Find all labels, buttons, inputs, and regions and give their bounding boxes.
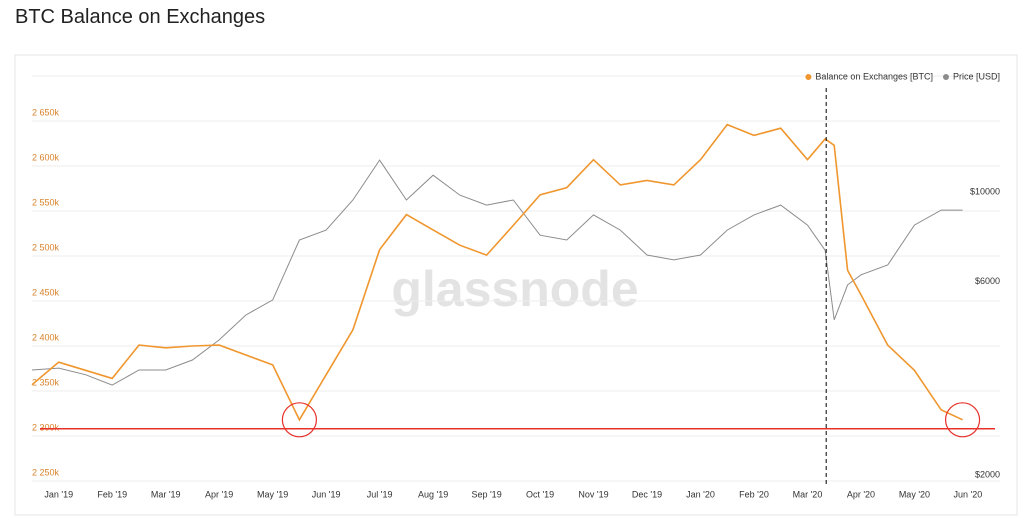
x-tick-label: Aug '19 (418, 489, 448, 499)
y-tick-label: 2 250k (32, 467, 60, 477)
y-tick-label: 2 450k (32, 287, 60, 297)
x-tick-label: Jul '19 (367, 489, 393, 499)
x-tick-label: May '19 (257, 489, 288, 499)
x-tick-label: Jan '20 (686, 489, 715, 499)
x-tick-label: Oct '19 (526, 489, 554, 499)
y-tick-label: 2 650k (32, 107, 60, 117)
y-tick-label: 2 300k (32, 422, 60, 432)
highlight-circle (281, 402, 318, 438)
y-tick-label: 2 600k (32, 152, 60, 162)
y2-tick-label: $6000 (975, 276, 1000, 286)
x-tick-label: Mar '20 (793, 489, 823, 499)
y-tick-label: 2 500k (32, 242, 60, 252)
series-line (31, 159, 963, 386)
x-tick-label: Jan '19 (44, 489, 73, 499)
chart-title: BTC Balance on Exchanges (15, 6, 266, 28)
legend-label: Price [USD] (953, 71, 1000, 81)
x-tick-label: Apr '20 (847, 489, 875, 499)
x-tick-label: Mar '19 (151, 489, 181, 499)
x-tick-label: Jun '20 (954, 489, 983, 499)
legend-swatch (805, 74, 812, 80)
watermark: glassnode (391, 261, 638, 317)
y-tick-label: 2 550k (32, 197, 60, 207)
y2-tick-label: $10000 (970, 186, 1000, 196)
chart-frame (14, 54, 1018, 516)
x-tick-label: May '20 (899, 489, 930, 499)
x-tick-label: Feb '20 (739, 489, 769, 499)
x-tick-label: Dec '19 (632, 489, 662, 499)
x-tick-label: Jun '19 (312, 489, 341, 499)
legend-label: Balance on Exchanges [BTC] (815, 71, 933, 81)
highlight-circle (944, 402, 981, 438)
x-tick-label: Nov '19 (578, 489, 608, 499)
legend-swatch (942, 74, 949, 80)
y-tick-label: 2 400k (32, 332, 60, 342)
x-tick-label: Sep '19 (471, 489, 501, 499)
x-tick-label: Apr '19 (205, 489, 233, 499)
y2-tick-label: $2000 (975, 469, 1000, 479)
series-line (31, 123, 963, 422)
x-tick-label: Feb '19 (97, 489, 127, 499)
y-tick-label: 2 350k (32, 377, 60, 387)
